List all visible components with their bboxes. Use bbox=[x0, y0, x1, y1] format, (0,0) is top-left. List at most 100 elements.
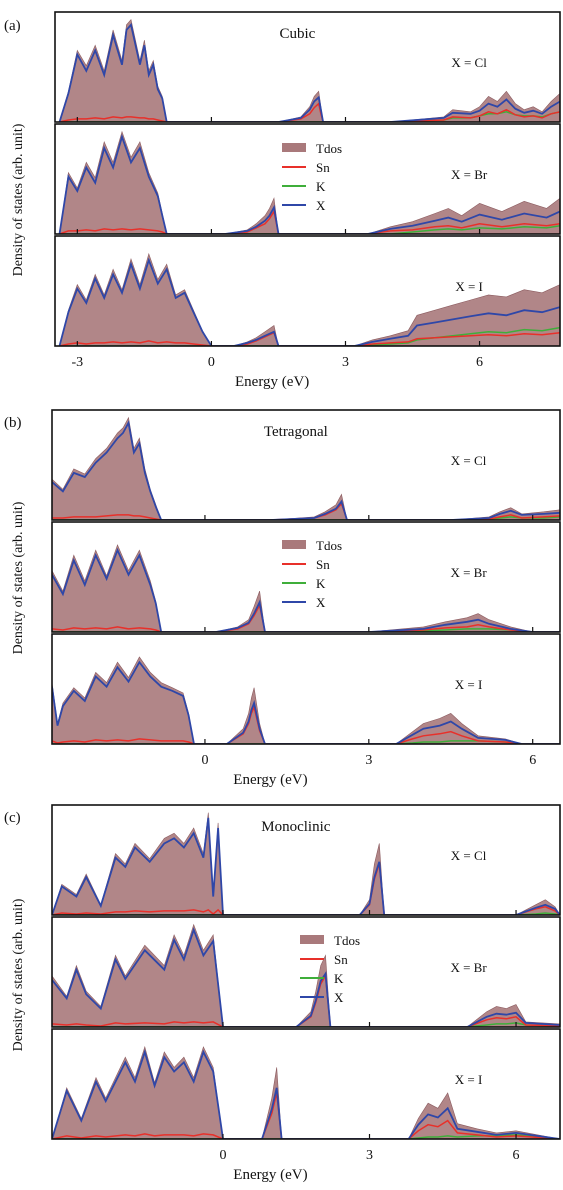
x-tick-label: 3 bbox=[366, 1148, 373, 1163]
plot-area bbox=[52, 656, 560, 744]
x-tick-label: 0 bbox=[219, 1148, 226, 1163]
legend-label: Tdos bbox=[334, 933, 360, 948]
legend: Tdos Sn KX bbox=[282, 141, 342, 213]
subplot-frame bbox=[54, 123, 561, 235]
subplot-label: X = Cl bbox=[451, 55, 487, 70]
plot-area bbox=[58, 130, 560, 234]
panels-group: (a) Density of states (arb. unit) X = Cl Cu… bbox=[4, 11, 561, 1183]
tdos-area bbox=[52, 1045, 560, 1139]
sn-line bbox=[52, 603, 560, 632]
subplot-3: X = I 0 3 6 Energy (eV) bbox=[51, 633, 561, 788]
subplot-2: X = Br bbox=[51, 521, 561, 633]
subplot-frame bbox=[51, 409, 561, 521]
legend-label: X bbox=[334, 990, 344, 1005]
panel-label: (b) bbox=[4, 415, 22, 431]
x-axis-label: Energy (eV) bbox=[233, 772, 307, 788]
subplot-label: X = Br bbox=[450, 565, 487, 580]
legend-label: K bbox=[334, 971, 344, 986]
x-tick-label: 3 bbox=[342, 355, 349, 370]
tdos-area bbox=[52, 416, 560, 520]
subplot-label: X = I bbox=[455, 677, 483, 692]
subplot-frame bbox=[51, 521, 561, 633]
x-tick-label: 0 bbox=[208, 355, 215, 370]
x-line bbox=[52, 547, 560, 632]
plot-area bbox=[52, 923, 560, 1027]
sn-line bbox=[59, 209, 560, 234]
legend-label: Tdos bbox=[316, 141, 342, 156]
panel-title: Cubic bbox=[279, 26, 315, 42]
panel-title: Tetragonal bbox=[264, 424, 328, 440]
k-line bbox=[59, 111, 560, 122]
subplot-label: X = Br bbox=[451, 167, 488, 182]
panel-label: (a) bbox=[4, 18, 21, 34]
panel-2: (b) Density of states (arb. unit) X = Cl Te… bbox=[4, 409, 561, 788]
legend-label: X bbox=[316, 198, 326, 213]
x-tick-label: 3 bbox=[365, 753, 372, 768]
legend-label: Sn bbox=[334, 952, 348, 967]
legend-label: K bbox=[316, 576, 326, 591]
legend: Tdos Sn KX bbox=[282, 538, 342, 610]
sn-line bbox=[52, 973, 560, 1027]
k-line bbox=[52, 628, 560, 632]
subplot-2: X = Br bbox=[54, 123, 561, 235]
x-line bbox=[58, 133, 560, 234]
subplot-label: X = Cl bbox=[451, 848, 487, 863]
legend-swatch-tdos bbox=[300, 935, 324, 944]
subplot-label: X = Cl bbox=[451, 453, 487, 468]
x-tick-label: -3 bbox=[72, 355, 84, 370]
subplot-frame bbox=[51, 633, 561, 745]
subplot-label: X = I bbox=[455, 1072, 483, 1087]
tdos-area bbox=[52, 656, 560, 744]
subplot-1: X = Cl Monoclinic bbox=[51, 804, 561, 916]
y-axis-label: Density of states (arb. unit) bbox=[11, 501, 26, 654]
sn-line bbox=[52, 1092, 560, 1139]
subplot-frame bbox=[51, 916, 561, 1028]
x-line bbox=[58, 257, 560, 346]
x-axis-label: Energy (eV) bbox=[233, 1167, 307, 1183]
x-line bbox=[52, 1048, 560, 1139]
subplot-frame bbox=[54, 235, 561, 347]
x-axis-label: Energy (eV) bbox=[235, 374, 309, 390]
sn-line bbox=[59, 102, 560, 122]
panel-label: (c) bbox=[4, 810, 21, 826]
y-axis-label: Density of states (arb. unit) bbox=[11, 123, 26, 276]
k-line bbox=[59, 326, 560, 346]
x-line bbox=[52, 927, 560, 1027]
k-line bbox=[52, 740, 560, 744]
plot-area bbox=[52, 544, 560, 632]
panel-3: (c) Density of states (arb. unit) X = Cl Mo… bbox=[4, 804, 561, 1183]
subplot-1: X = Cl Cubic bbox=[54, 11, 561, 123]
plot-area bbox=[52, 1045, 560, 1139]
sn-line bbox=[52, 863, 560, 915]
subplot-frame bbox=[51, 1028, 561, 1140]
k-line bbox=[52, 1022, 560, 1027]
legend-label: Sn bbox=[316, 160, 330, 175]
legend-label: Tdos bbox=[316, 538, 342, 553]
subplot-2: X = Br bbox=[51, 916, 561, 1028]
subplot-label: X = I bbox=[455, 279, 483, 294]
plot-area bbox=[52, 812, 560, 915]
legend-swatch-tdos bbox=[282, 540, 306, 549]
x-line bbox=[52, 660, 560, 744]
panel-title: Monoclinic bbox=[261, 819, 330, 835]
legend-swatch-tdos bbox=[282, 143, 306, 152]
panel-1: (a) Density of states (arb. unit) X = Cl Cu… bbox=[4, 11, 561, 390]
legend-label: X bbox=[316, 595, 326, 610]
x-line bbox=[52, 817, 560, 915]
sn-line bbox=[59, 331, 560, 346]
x-line bbox=[58, 22, 560, 122]
k-line bbox=[52, 1134, 560, 1139]
x-line bbox=[52, 420, 560, 520]
legend-label: Sn bbox=[316, 557, 330, 572]
x-tick-label: 6 bbox=[513, 1148, 520, 1163]
subplot-frame bbox=[51, 804, 561, 916]
plot-area bbox=[58, 19, 560, 122]
subplot-frame bbox=[54, 11, 561, 123]
subplot-3: X = I 0 3 6 Energy (eV) bbox=[51, 1028, 561, 1183]
tdos-area bbox=[52, 544, 560, 632]
subplot-3: X = I -3 0 3 6 Energy (eV) bbox=[54, 235, 561, 390]
subplot-1: X = Cl Tetragonal bbox=[51, 409, 561, 521]
sn-line bbox=[52, 704, 560, 744]
subplot-label: X = Br bbox=[450, 960, 487, 975]
